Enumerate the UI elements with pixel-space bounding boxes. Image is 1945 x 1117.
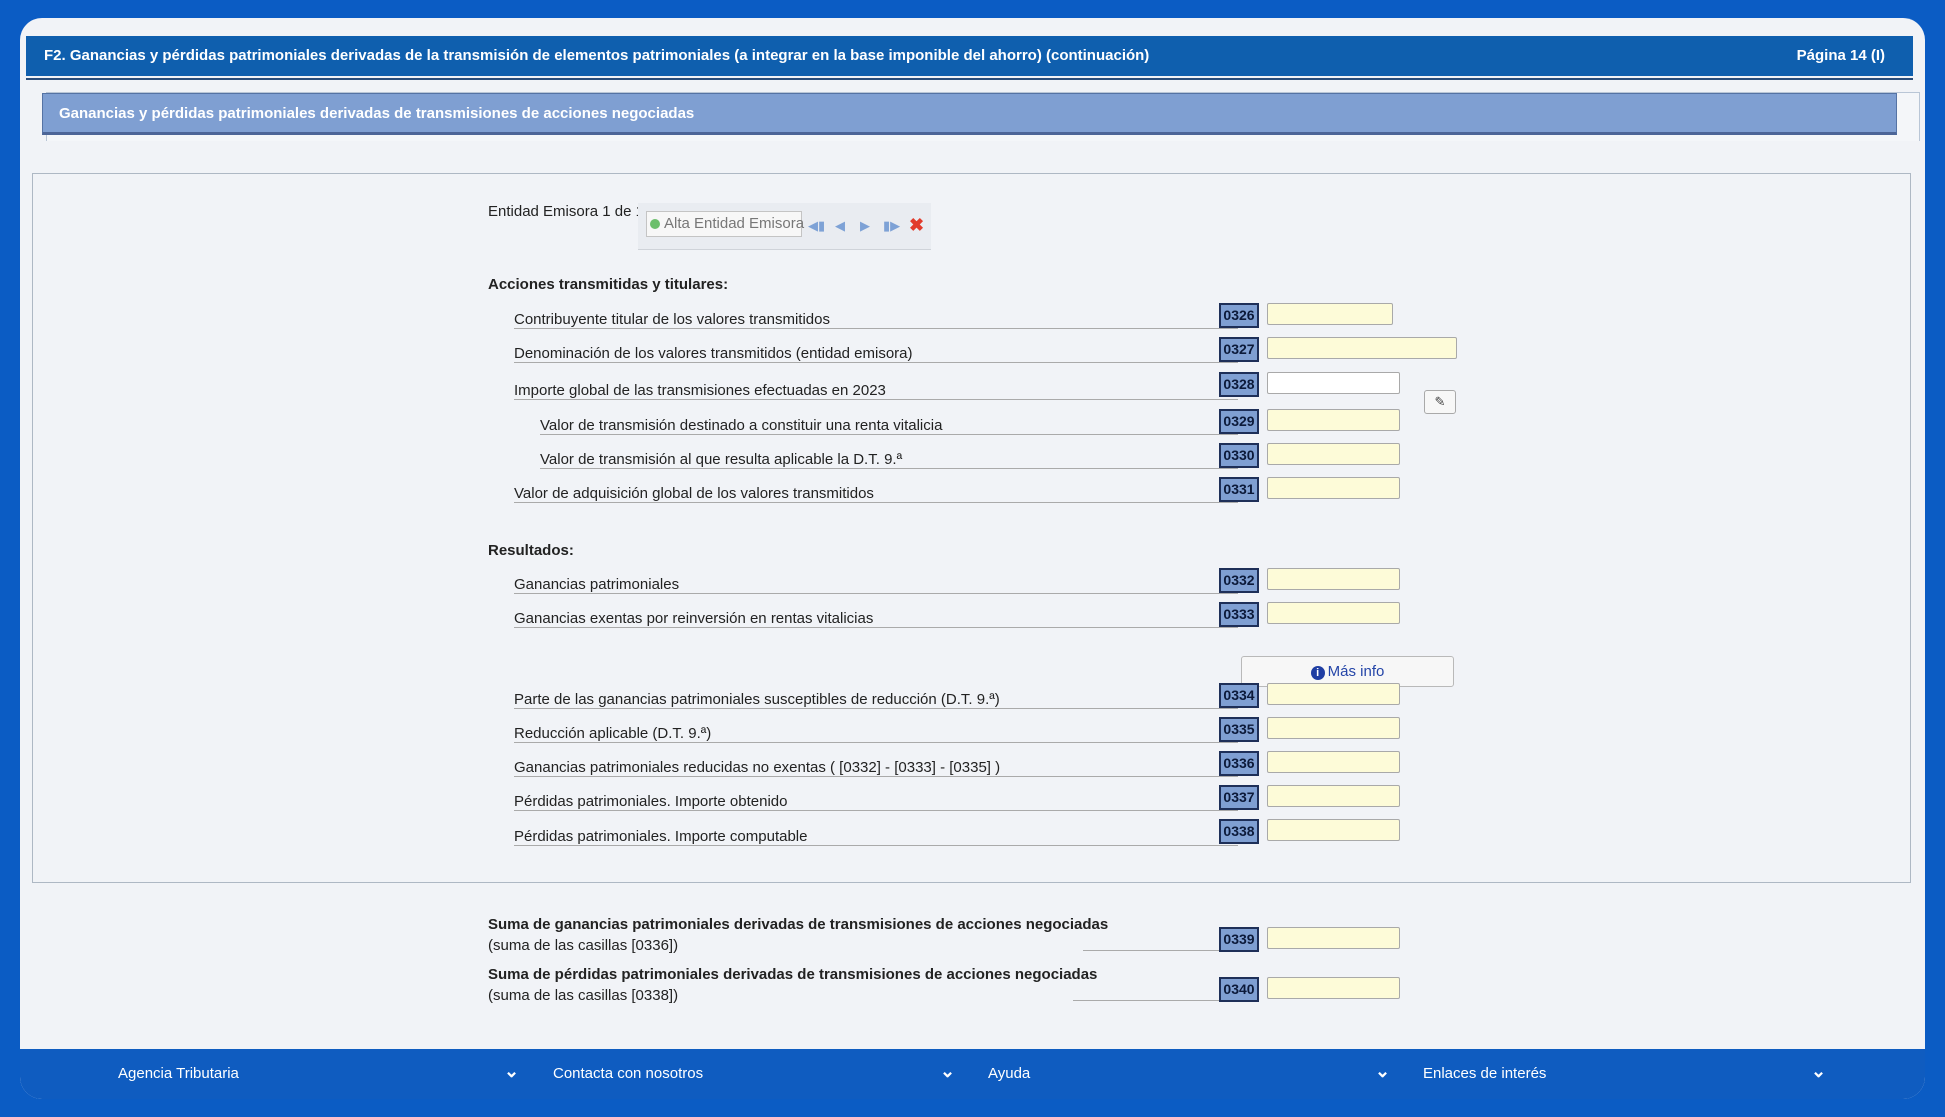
footer-item-ayuda[interactable]: Ayuda bbox=[988, 1065, 1031, 1082]
last-icon[interactable]: ▮▶ bbox=[883, 218, 901, 233]
group-acciones-heading: Acciones transmitidas y titulares: bbox=[488, 276, 729, 293]
label-0332: Ganancias patrimoniales bbox=[514, 576, 680, 593]
code-0330: 0330 bbox=[1219, 443, 1259, 468]
chevron-down-icon[interactable]: ⌄ bbox=[1811, 1061, 1827, 1081]
code-0334: 0334 bbox=[1219, 683, 1259, 708]
entity-panel bbox=[32, 173, 1911, 883]
footer-item-agencia[interactable]: Agencia Tributaria bbox=[118, 1065, 239, 1082]
page-number: Página 14 (I) bbox=[1796, 47, 1885, 64]
input-0328[interactable] bbox=[1267, 372, 1400, 394]
first-icon[interactable]: ◀▮ bbox=[808, 218, 826, 233]
input-0326[interactable] bbox=[1267, 303, 1393, 325]
section-header: Ganancias y pérdidas patrimoniales deriv… bbox=[42, 93, 1897, 135]
form-page: F2. Ganancias y pérdidas patrimoniales d… bbox=[20, 18, 1925, 1099]
label-0331: Valor de adquisición global de los valor… bbox=[514, 485, 874, 502]
leader-line bbox=[540, 434, 1238, 435]
mas-info-label: Más info bbox=[1327, 663, 1385, 680]
code-0329: 0329 bbox=[1219, 409, 1259, 434]
label-0330: Valor de transmisión al que resulta apli… bbox=[540, 451, 903, 468]
label-0328: Importe global de las transmisiones efec… bbox=[514, 382, 886, 399]
leader-line bbox=[540, 468, 1238, 469]
page-title: F2. Ganancias y pérdidas patrimoniales d… bbox=[44, 47, 1150, 64]
delete-icon[interactable]: ✖ bbox=[909, 215, 925, 235]
input-0340[interactable] bbox=[1267, 977, 1400, 999]
label-0327: Denominación de los valores transmitidos… bbox=[514, 345, 913, 362]
entity-counter: Entidad Emisora 1 de 1 bbox=[488, 203, 644, 220]
leader-line bbox=[514, 362, 1238, 363]
label-0337: Pérdidas patrimoniales. Importe obtenido bbox=[514, 793, 788, 810]
chevron-down-icon[interactable]: ⌄ bbox=[504, 1061, 520, 1081]
code-0339: 0339 bbox=[1219, 927, 1259, 952]
input-0332[interactable] bbox=[1267, 568, 1400, 590]
input-0339[interactable] bbox=[1267, 927, 1400, 949]
input-0334[interactable] bbox=[1267, 683, 1400, 705]
info-icon: i bbox=[1310, 666, 1325, 680]
alta-entidad-button[interactable]: Alta Entidad Emisora bbox=[646, 211, 805, 237]
label-0336: Ganancias patrimoniales reducidas no exe… bbox=[514, 759, 1001, 776]
sublabel-0339: (suma de las casillas [0336]) bbox=[488, 937, 679, 954]
leader-line bbox=[514, 776, 1238, 777]
input-0338[interactable] bbox=[1267, 819, 1400, 841]
page-header: F2. Ganancias y pérdidas patrimoniales d… bbox=[26, 36, 1913, 76]
leader-line bbox=[1073, 1000, 1238, 1001]
code-0333: 0333 bbox=[1219, 602, 1259, 627]
leader-line bbox=[514, 627, 1238, 628]
entity-toolbar: Alta Entidad Emisora ◀▮ ◀ ▶ ▮▶ ✖ bbox=[638, 203, 931, 250]
header-divider bbox=[26, 78, 1913, 80]
prev-icon[interactable]: ◀ bbox=[835, 218, 845, 233]
code-0338: 0338 bbox=[1219, 819, 1259, 844]
input-0329[interactable] bbox=[1267, 409, 1400, 431]
chevron-down-icon[interactable]: ⌄ bbox=[1375, 1061, 1391, 1081]
code-0335: 0335 bbox=[1219, 717, 1259, 742]
label-0326: Contribuyente titular de los valores tra… bbox=[514, 311, 830, 328]
leader-line bbox=[1083, 950, 1238, 951]
leader-line bbox=[514, 502, 1238, 503]
label-0338: Pérdidas patrimoniales. Importe computab… bbox=[514, 828, 808, 845]
input-0337[interactable] bbox=[1267, 785, 1400, 807]
alta-entidad-label: Alta Entidad Emisora bbox=[664, 215, 805, 232]
code-0337: 0337 bbox=[1219, 785, 1259, 810]
next-icon[interactable]: ▶ bbox=[860, 218, 870, 233]
leader-line bbox=[514, 742, 1238, 743]
leader-line bbox=[514, 845, 1238, 846]
chevron-down-icon[interactable]: ⌄ bbox=[940, 1061, 956, 1081]
label-0339: Suma de ganancias patrimoniales derivada… bbox=[488, 916, 1109, 933]
leader-line bbox=[514, 810, 1238, 811]
label-0333: Ganancias exentas por reinversión en ren… bbox=[514, 610, 874, 627]
input-0330[interactable] bbox=[1267, 443, 1400, 465]
add-icon bbox=[650, 219, 660, 229]
code-0328: 0328 bbox=[1219, 372, 1259, 397]
code-0327: 0327 bbox=[1219, 337, 1259, 362]
pencil-icon[interactable]: ✎ bbox=[1424, 390, 1456, 414]
input-0335[interactable] bbox=[1267, 717, 1400, 739]
label-0335: Reducción aplicable (D.T. 9.ª) bbox=[514, 725, 712, 742]
leader-line bbox=[514, 328, 1238, 329]
code-0340: 0340 bbox=[1219, 977, 1259, 1002]
leader-line bbox=[514, 399, 1238, 400]
code-0331: 0331 bbox=[1219, 477, 1259, 502]
input-0333[interactable] bbox=[1267, 602, 1400, 624]
input-0331[interactable] bbox=[1267, 477, 1400, 499]
site-footer: Agencia Tributaria ⌄ Contacta con nosotr… bbox=[20, 1049, 1925, 1099]
label-0334: Parte de las ganancias patrimoniales sus… bbox=[514, 691, 1000, 708]
code-0326: 0326 bbox=[1219, 303, 1259, 328]
footer-item-enlaces[interactable]: Enlaces de interés bbox=[1423, 1065, 1547, 1082]
code-0336: 0336 bbox=[1219, 751, 1259, 776]
group-resultados-heading: Resultados: bbox=[488, 542, 574, 559]
leader-line bbox=[514, 708, 1238, 709]
code-0332: 0332 bbox=[1219, 568, 1259, 593]
section-title: Ganancias y pérdidas patrimoniales deriv… bbox=[59, 105, 695, 122]
sublabel-0340: (suma de las casillas [0338]) bbox=[488, 987, 679, 1004]
footer-item-contacta[interactable]: Contacta con nosotros bbox=[553, 1065, 704, 1082]
input-0327[interactable] bbox=[1267, 337, 1457, 359]
label-0329: Valor de transmisión destinado a constit… bbox=[540, 417, 943, 434]
leader-line bbox=[514, 593, 1238, 594]
mas-info-button[interactable]: i Más info bbox=[1241, 656, 1454, 687]
input-0336[interactable] bbox=[1267, 751, 1400, 773]
label-0340: Suma de pérdidas patrimoniales derivadas… bbox=[488, 966, 1098, 983]
